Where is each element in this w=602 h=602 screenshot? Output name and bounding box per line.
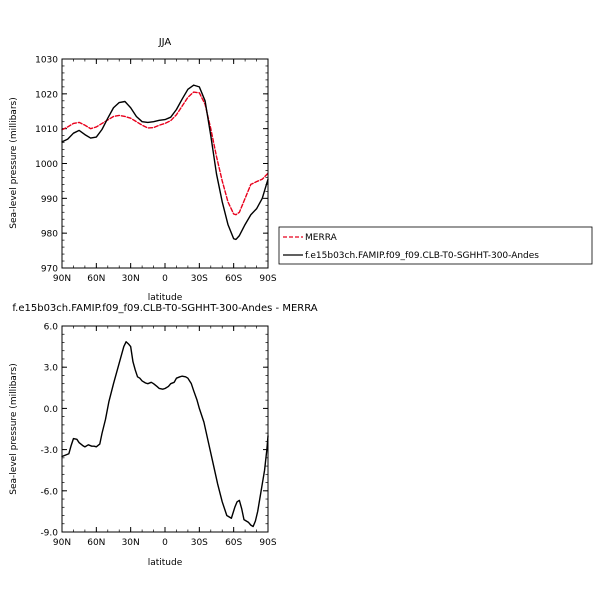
legend-box: [278, 226, 593, 265]
top-series-line-0: [61, 91, 269, 216]
top-y-tick-label: 1000: [35, 160, 58, 170]
bottom-panel-y-ticks: -9.0 -6.0 -3.0 0.0 3.0 6.0: [40, 323, 268, 539]
top-panel-x-ticks: 90N 60N 30N 0 30S 60S 90S: [53, 59, 277, 284]
top-x-tick-label: 30S: [191, 274, 208, 284]
bottom-y-tick-label: 0.0: [44, 405, 59, 415]
legend-label-model: f.e15b03ch.FAMIP.f09_f09.CLB-T0-SGHHT-30…: [305, 251, 539, 261]
top-y-tick-label: 990: [41, 195, 58, 205]
bottom-y-tick-label: -6.0: [40, 487, 58, 497]
top-x-tick-label: 90N: [53, 274, 71, 284]
bottom-x-tick-label: 60N: [87, 538, 105, 548]
bottom-y-tick-label: 6.0: [44, 323, 59, 333]
bottom-x-tick-label: 30N: [122, 538, 140, 548]
top-panel-y-label: Sea-level pressure (millibars): [9, 97, 19, 228]
bottom-series-line-0: [61, 341, 269, 528]
top-panel-lines: [61, 84, 269, 241]
legend-label-merra: MERRA: [305, 233, 338, 243]
top-x-tick-label: 0: [162, 274, 168, 284]
legend: MERRA f.e15b03ch.FAMIP.f09_f09.CLB-T0-SG…: [278, 226, 593, 265]
top-y-tick-label: 980: [41, 230, 58, 240]
bottom-panel-y-label: Sea-level pressure (millibars): [9, 363, 19, 494]
bottom-x-tick-label: 0: [162, 538, 168, 548]
top-x-tick-label: 30N: [122, 274, 140, 284]
bottom-panel-frame: [61, 325, 269, 533]
top-panel-title: JJA: [158, 37, 172, 48]
top-x-tick-label: 60S: [225, 274, 242, 284]
top-x-tick-label: 60N: [87, 274, 105, 284]
bottom-panel-x-label: latitude: [148, 558, 183, 568]
top-panel: JJA 970 980 990 1000 1010 1020 1030 90N 60N 30N 0…: [9, 37, 277, 303]
bottom-panel-lines: [61, 341, 269, 528]
bottom-y-tick-label: -9.0: [40, 529, 58, 539]
bottom-panel-title: f.e15b03ch.FAMIP.f09_f09.CLB-T0-SGHHT-30…: [12, 303, 317, 314]
bottom-x-tick-label: 90N: [53, 538, 71, 548]
top-x-tick-label: 90S: [259, 274, 276, 284]
bottom-y-tick-label: -3.0: [40, 446, 58, 456]
bottom-x-tick-label: 60S: [225, 538, 242, 548]
bottom-x-tick-label: 30S: [191, 538, 208, 548]
top-series-line-1: [61, 84, 269, 241]
bottom-y-tick-label: 3.0: [44, 364, 59, 374]
bottom-panel: f.e15b03ch.FAMIP.f09_f09.CLB-T0-SGHHT-30…: [9, 303, 318, 568]
top-y-tick-label: 1030: [35, 56, 58, 66]
top-y-tick-label: 1010: [35, 125, 58, 135]
top-panel-frame: [61, 58, 269, 269]
top-panel-y-ticks: 970 980 990 1000 1010 1020 1030: [35, 56, 268, 275]
top-y-tick-label: 970: [41, 265, 58, 275]
top-y-tick-label: 1020: [35, 90, 58, 100]
bottom-x-tick-label: 90S: [259, 538, 276, 548]
top-panel-x-label: latitude: [148, 293, 183, 303]
